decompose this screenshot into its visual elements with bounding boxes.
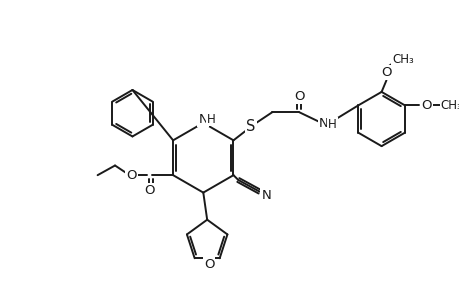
- Text: S: S: [246, 119, 255, 134]
- Text: N: N: [261, 189, 271, 202]
- Text: O: O: [381, 66, 391, 79]
- Text: H: H: [327, 118, 336, 131]
- Text: CH₃: CH₃: [440, 99, 459, 112]
- Text: O: O: [293, 90, 304, 103]
- Text: CH₃: CH₃: [391, 53, 413, 67]
- Text: O: O: [203, 257, 214, 271]
- Text: N: N: [198, 112, 208, 125]
- Text: H: H: [206, 112, 215, 125]
- Text: O: O: [420, 99, 431, 112]
- Text: N: N: [318, 117, 328, 130]
- Text: O: O: [144, 184, 155, 197]
- Text: O: O: [126, 169, 136, 182]
